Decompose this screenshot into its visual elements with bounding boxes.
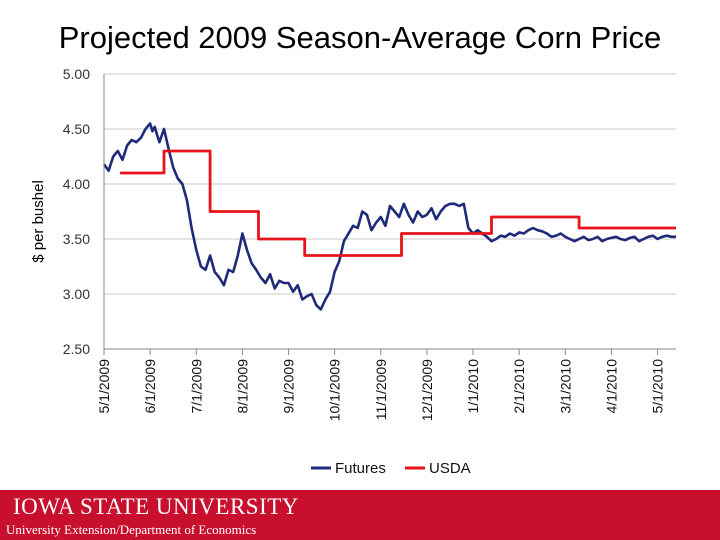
chart-axes	[103, 74, 676, 355]
y-axis-label: $ per bushel	[30, 180, 47, 263]
y-tick-label: 3.00	[63, 286, 90, 302]
x-tick-label: 6/1/2009	[142, 359, 158, 414]
x-tick-label: 5/1/2009	[96, 359, 112, 414]
x-tick-label: 5/1/2010	[650, 359, 666, 414]
university-wordmark: IOWA STATE UNIVERSITY	[13, 494, 299, 519]
chart-legend: Futures USDA	[311, 460, 471, 477]
price-chart: 5.00 4.50 4.00 3.50 3.00 2.50 5/1/2009 6/1/200…	[30, 66, 676, 477]
x-tick-label: 12/1/2009	[419, 359, 435, 421]
x-tick-label: 8/1/2009	[234, 359, 250, 414]
slide-title: Projected 2009 Season-Average Corn Price	[58, 20, 662, 55]
series-line-futures	[102, 122, 676, 311]
department-name: University Extension/Department of Econo…	[6, 522, 257, 537]
x-tick-label: 11/1/2009	[373, 359, 389, 420]
x-axis-ticks: 5/1/2009 6/1/2009 7/1/2009 8/1/2009 9/1/2009…	[96, 359, 666, 422]
y-tick-label: 4.00	[63, 176, 90, 192]
y-axis-ticks: 5.00 4.50 4.00 3.50 3.00 2.50	[63, 66, 90, 357]
x-tick-label: 10/1/2009	[327, 359, 343, 421]
y-tick-label: 4.50	[63, 121, 90, 137]
x-tick-label: 3/1/2010	[557, 359, 573, 414]
footer-bar: IOWA STATE UNIVERSITY University Extensi…	[0, 490, 720, 540]
x-tick-label: 2/1/2010	[511, 359, 527, 414]
y-tick-label: 3.50	[63, 231, 90, 247]
chart-series	[102, 122, 676, 311]
y-tick-label: 2.50	[63, 341, 90, 357]
x-tick-label: 1/1/2010	[465, 359, 481, 414]
y-tick-label: 5.00	[63, 66, 90, 82]
x-tick-label: 9/1/2009	[281, 359, 297, 414]
x-tick-label: 4/1/2010	[603, 359, 619, 414]
series-line-usda	[120, 149, 676, 257]
x-tick-label: 7/1/2009	[188, 359, 204, 414]
legend-label-futures: Futures	[335, 460, 386, 477]
legend-label-usda: USDA	[429, 460, 471, 477]
